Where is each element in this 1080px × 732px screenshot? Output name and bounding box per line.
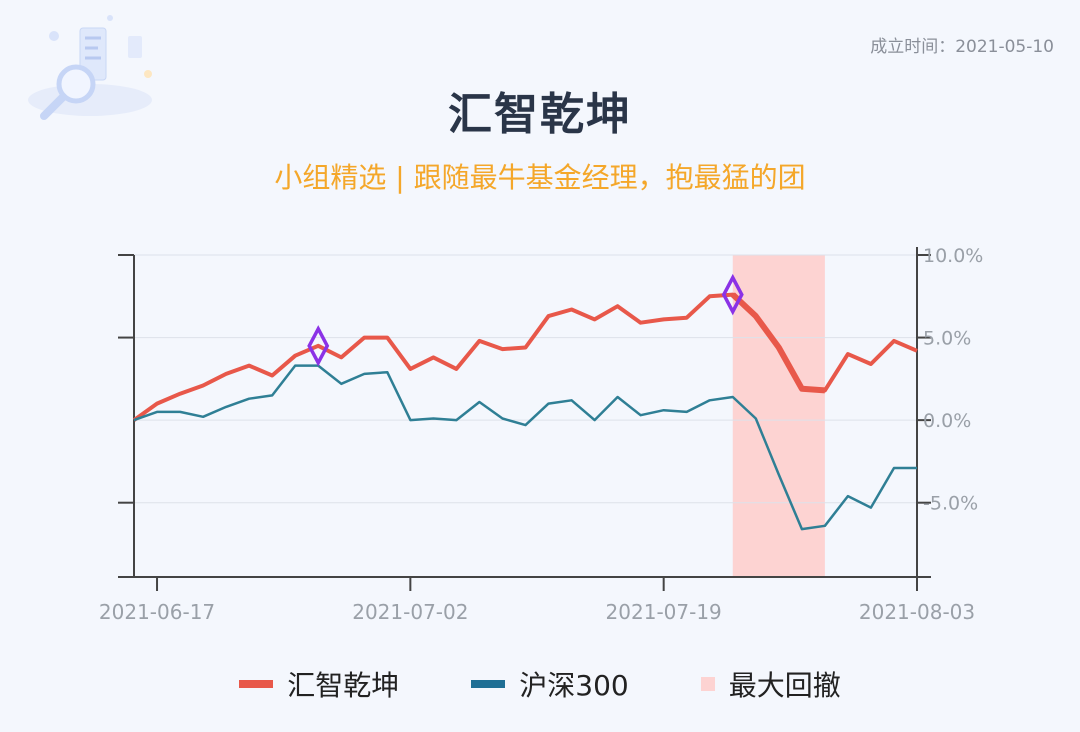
y-tick-label: 5.0%	[923, 328, 971, 350]
x-tick-label: 2021-07-19	[606, 600, 722, 624]
y-tick-label: 0.0%	[923, 410, 971, 432]
legend-item-fund: 汇智乾坤	[239, 664, 399, 704]
chart-legend: 汇智乾坤 沪深300 最大回撤	[0, 664, 1080, 704]
legend-swatch-drawdown	[700, 677, 715, 691]
legend-swatch-index	[471, 680, 506, 688]
magnifier-illustration-icon	[28, 15, 152, 120]
y-tick-label: 10.0%	[923, 245, 983, 267]
legend-item-drawdown: 最大回撤	[700, 664, 841, 704]
x-tick-label: 2021-06-17	[99, 600, 215, 624]
fund-title: 汇智乾坤	[448, 89, 632, 140]
legend-item-index: 沪深300	[471, 664, 629, 704]
legend-label-drawdown: 最大回撤	[728, 669, 841, 702]
index-line	[133, 364, 917, 531]
fund-subtitle: 小组精选 | 跟随最牛基金经理，抱最猛的团	[274, 161, 806, 194]
event-marker	[307, 325, 330, 367]
drawdown-segment	[730, 292, 826, 394]
y-tick-label: -5.0%	[923, 493, 978, 515]
legend-swatch-fund	[239, 680, 274, 688]
x-tick-label: 2021-07-02	[352, 600, 468, 624]
legend-label-index: 沪深300	[519, 669, 629, 702]
event-marker	[721, 273, 744, 316]
x-tick-label: 2021-08-03	[859, 600, 975, 624]
founded-date: 成立时间：2021-05-10	[870, 37, 1054, 57]
legend-label-fund: 汇智乾坤	[287, 669, 400, 702]
